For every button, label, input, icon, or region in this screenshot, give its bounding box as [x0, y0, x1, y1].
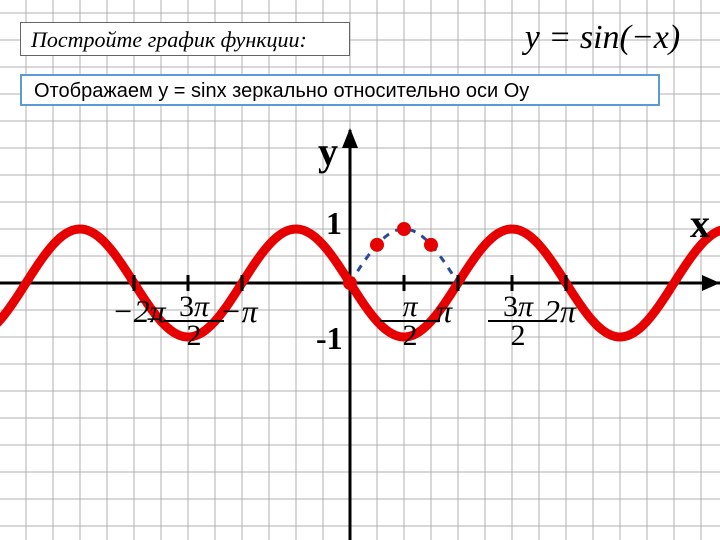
- x-tick-label: −3π2: [164, 293, 224, 349]
- x-tick-label: 2π: [544, 293, 576, 330]
- formula: y = sin(−x): [499, 14, 706, 62]
- x-tick-label: 3π2: [488, 293, 548, 349]
- one-label: 1: [326, 205, 342, 242]
- title-box: Постройте график функции:: [20, 22, 350, 56]
- x-axis-label: x: [690, 200, 710, 247]
- y-axis-label: y: [318, 128, 338, 175]
- formula-text: y = sin(−x): [525, 19, 680, 57]
- x-tick-label: π: [436, 293, 452, 330]
- step-box: Отображаем y = sinx зеркально относитель…: [20, 74, 660, 106]
- x-tick-label: −π: [220, 293, 258, 330]
- title-text: Постройте график функции:: [31, 27, 307, 52]
- step-text: Отображаем y = sinx зеркально относитель…: [34, 80, 529, 102]
- x-tick-label: π2: [380, 293, 440, 349]
- neg-one-label: -1: [316, 320, 343, 357]
